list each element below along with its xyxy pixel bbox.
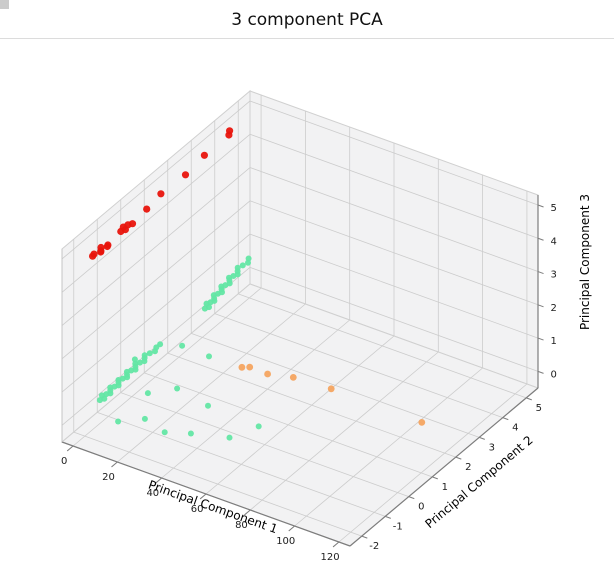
grid-line-z-left	[61, 133, 251, 293]
x-tick-label: 60	[191, 504, 204, 515]
y-tick-mark	[479, 436, 485, 440]
z-tick-label: 2	[551, 303, 557, 314]
grid-line-x-floor	[72, 287, 262, 447]
corner-artifact	[0, 0, 9, 9]
data-point-cluster-2	[131, 356, 138, 363]
z-tick-mark	[537, 370, 544, 374]
grid-line-z-left	[61, 100, 251, 260]
data-point-cluster-3	[238, 363, 246, 371]
z-tick-mark	[537, 204, 544, 208]
z-axis-label: Principal Component 3	[578, 193, 592, 331]
data-point-cluster-1	[104, 241, 112, 249]
z-tick-mark	[537, 304, 544, 308]
x-tick-label: 120	[321, 552, 340, 563]
grid-line-z-left	[61, 233, 251, 393]
y-tick-mark	[455, 456, 462, 460]
x-tick-mark	[155, 477, 163, 484]
data-point-cluster-2	[206, 353, 212, 360]
data-point-cluster-1	[128, 220, 137, 228]
z-tick-label: 5	[551, 203, 557, 214]
z-tick-label: 0	[551, 369, 557, 380]
data-point-cluster-2	[174, 385, 181, 392]
data-point-cluster-2	[205, 402, 211, 409]
data-point-cluster-2	[226, 434, 233, 441]
data-point-cluster-2	[187, 430, 194, 437]
x-tick-mark	[66, 445, 74, 452]
data-point-cluster-2	[255, 423, 262, 430]
chart-title: 3 component PCA	[231, 10, 383, 30]
data-point-cluster-1	[200, 151, 208, 159]
grid-line-x-floor	[205, 335, 395, 495]
data-point-cluster-2	[157, 341, 164, 348]
x-tick-label: 0	[61, 456, 67, 467]
y-tick-label: 3	[489, 442, 495, 453]
x-tick-label: 80	[235, 520, 248, 531]
z-tick-mark	[537, 271, 544, 275]
data-point-cluster-2	[179, 342, 186, 349]
grid-line-x-floor	[338, 383, 528, 543]
grid-line-x-floor	[250, 351, 439, 511]
data-point-cluster-1	[157, 190, 165, 198]
grid-line-z-left	[61, 167, 251, 326]
y-tick-mark	[526, 397, 532, 401]
data-point-cluster-3	[264, 370, 271, 378]
y-tick-mark	[432, 476, 438, 480]
data-point-cluster-2	[161, 429, 168, 436]
y-tick-label: -1	[393, 521, 403, 532]
data-point-cluster-2	[144, 390, 151, 397]
y-tick-label: 1	[442, 482, 448, 493]
x-tick-mark	[111, 461, 118, 468]
y-tick-mark	[361, 535, 368, 539]
y-tick-label: 0	[418, 502, 424, 513]
x-tick-mark	[244, 509, 251, 516]
y-tick-label: 4	[512, 423, 518, 434]
data-point-cluster-3	[327, 385, 335, 393]
data-point-cluster-2	[239, 262, 246, 269]
z-tick-label: 1	[551, 336, 557, 347]
x-tick-mark	[288, 525, 295, 532]
grid-line-x-floor	[117, 303, 306, 463]
y-tick-label: 5	[536, 403, 542, 414]
y-tick-label: 2	[465, 462, 471, 473]
data-point-cluster-3	[246, 363, 254, 371]
z-tick-label: 3	[551, 270, 557, 281]
data-point-cluster-2	[141, 415, 148, 422]
grid-line-x-floor	[161, 319, 350, 479]
x-tick-mark	[332, 541, 340, 548]
data-point-cluster-2	[115, 418, 122, 425]
data-point-cluster-2	[141, 352, 148, 359]
y-tick-label: -2	[369, 541, 379, 552]
x-tick-label: 20	[102, 472, 115, 483]
y-tick-mark	[385, 515, 391, 519]
x-tick-mark	[199, 493, 207, 500]
data-point-cluster-1	[97, 243, 105, 252]
z-tick-mark	[537, 337, 544, 341]
grid-line-x-floor	[294, 367, 483, 527]
x-tick-label: 40	[146, 488, 159, 499]
y-tick-mark	[408, 496, 415, 500]
data-point-cluster-3	[418, 419, 426, 426]
data-point-cluster-2	[234, 264, 241, 271]
y-tick-mark	[502, 417, 509, 421]
data-point-cluster-1	[90, 250, 98, 258]
z-tick-label: 4	[551, 236, 557, 247]
data-point-cluster-2	[132, 360, 139, 367]
x-tick-label: 100	[276, 536, 295, 547]
z-tick-mark	[537, 237, 544, 241]
data-point-cluster-1	[181, 171, 190, 179]
top-divider	[0, 38, 614, 39]
grid-line-z-left	[61, 200, 251, 360]
data-point-cluster-2	[245, 255, 252, 262]
y-axis-line	[349, 387, 539, 547]
data-point-cluster-2	[146, 350, 153, 357]
data-point-cluster-1	[143, 205, 151, 213]
data-point-cluster-3	[289, 374, 297, 381]
data-point-cluster-1	[226, 127, 234, 135]
